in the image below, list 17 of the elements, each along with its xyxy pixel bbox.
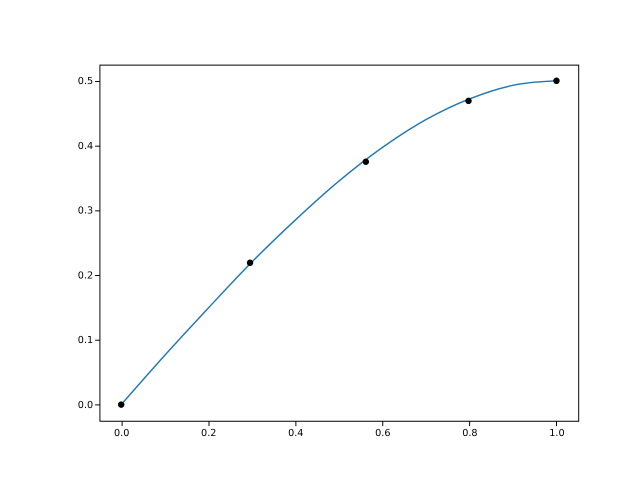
y-tick-label: 0.5 — [78, 76, 94, 88]
point — [465, 98, 472, 104]
y-tick-label: 0.4 — [78, 140, 94, 152]
y-tick-label: 0.1 — [78, 335, 94, 346]
point — [118, 401, 124, 408]
x-tick-label: 0.0 — [114, 428, 130, 439]
x-tick-label: 0.6 — [375, 428, 391, 439]
y-tick-label: 0.2 — [78, 270, 94, 282]
y-tick-label: 0.3 — [78, 206, 94, 217]
x-tick-label: 0.4 — [288, 428, 304, 439]
point — [362, 158, 370, 165]
x-tick-label: 1.0 — [549, 428, 565, 439]
x-tick-label: 0.8 — [462, 428, 478, 439]
x-tick-label: 0.2 — [201, 428, 216, 439]
point — [553, 78, 560, 84]
point — [246, 260, 254, 266]
y-tick-label: 0.0 — [78, 400, 94, 411]
